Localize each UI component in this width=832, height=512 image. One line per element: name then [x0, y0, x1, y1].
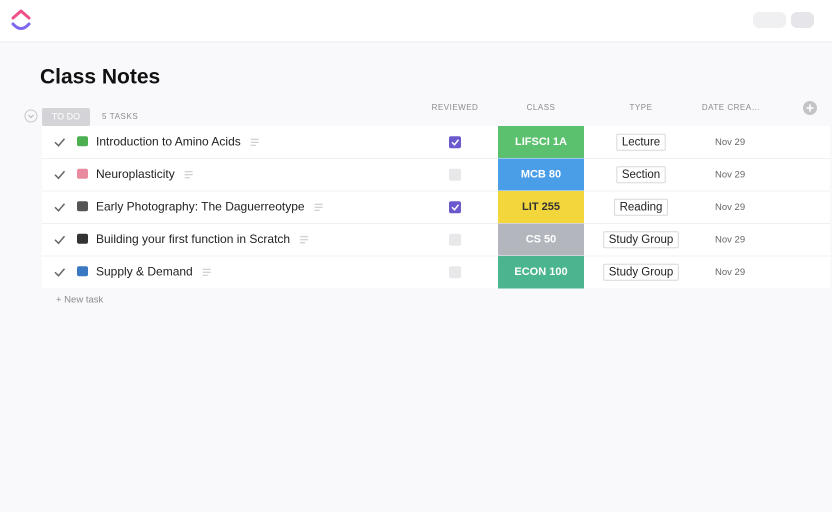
description-icon [184, 171, 193, 179]
done-check[interactable] [54, 235, 66, 245]
class-label: ECON 100 [514, 266, 567, 278]
type-box[interactable] [603, 231, 679, 249]
checkbox-tick [451, 204, 460, 211]
done-check[interactable] [54, 268, 66, 277]
task-name[interactable]: Neuroplasticity [96, 167, 175, 181]
column-header[interactable]: DATE CREA… [702, 103, 760, 112]
column-headers: REVIEWED CLASS TYPE DATE CREA… [432, 103, 760, 112]
task-name[interactable]: Early Photography: The Daguerreotype [96, 199, 305, 213]
done-check[interactable] [54, 203, 66, 212]
status-label: TO DO [52, 111, 80, 121]
done-check[interactable] [54, 138, 66, 147]
checkbox-tick [451, 139, 460, 146]
reviewed-checkbox[interactable] [449, 233, 461, 246]
description-icon [202, 268, 211, 276]
task-name[interactable]: Building your first function in Scratch [96, 232, 290, 246]
status-pill[interactable] [42, 108, 90, 126]
class-cell[interactable] [498, 191, 584, 224]
top-button[interactable] [753, 12, 786, 28]
description-icon [250, 138, 259, 146]
task-count: 5 TASKS [102, 112, 138, 121]
task-icon [77, 266, 88, 277]
task-rows: Introduction to Amino Acids LIFSCI 1A Lect… [42, 126, 830, 289]
date-created: Nov 29 [715, 267, 745, 278]
task-icon [77, 136, 88, 147]
class-label: LIFSCI 1A [515, 136, 567, 148]
date-created: Nov 29 [715, 137, 745, 148]
new-task[interactable]: + New task [56, 295, 104, 306]
class-label: MCB 80 [521, 169, 561, 181]
task-icon [77, 233, 88, 244]
description-icon [300, 236, 309, 244]
logo[interactable] [11, 9, 31, 30]
date-created: Nov 29 [715, 234, 745, 245]
reviewed-checkbox[interactable] [449, 266, 461, 279]
type-label: Reading [620, 201, 663, 213]
column-header[interactable]: REVIEWED [432, 103, 479, 112]
logo-top [11, 9, 31, 20]
top-bar [0, 0, 832, 42]
class-cell[interactable] [498, 126, 584, 159]
type-box[interactable] [616, 166, 666, 184]
reviewed-checkbox[interactable] [449, 168, 461, 181]
task-name[interactable]: Introduction to Amino Acids [96, 134, 241, 148]
logo-bottom [11, 22, 31, 30]
class-label: LIT 255 [522, 201, 560, 213]
column-header[interactable]: CLASS [527, 103, 556, 112]
task-icon [77, 168, 88, 179]
date-created: Nov 29 [715, 202, 745, 213]
column-header[interactable]: TYPE [630, 103, 653, 112]
class-cell[interactable] [498, 158, 584, 192]
task-icon [77, 201, 88, 212]
type-box[interactable] [616, 133, 666, 151]
class-cell[interactable] [498, 256, 584, 289]
plus [806, 104, 814, 112]
chevron [28, 114, 34, 119]
class-cell[interactable] [498, 223, 584, 257]
description-icon [314, 203, 323, 211]
reviewed-checkbox[interactable] [449, 201, 461, 214]
type-label: Study Group [609, 266, 674, 278]
top-button[interactable] [791, 12, 814, 28]
done-check[interactable] [54, 170, 66, 180]
class-label: CS 50 [526, 234, 557, 246]
type-box[interactable] [603, 263, 679, 281]
type-box[interactable] [614, 198, 668, 216]
task-name[interactable]: Supply & Demand [96, 264, 193, 278]
type-label: Section [622, 169, 660, 181]
collapse-toggle[interactable] [24, 109, 38, 123]
type-label: Lecture [622, 136, 660, 148]
task-panel [42, 126, 830, 288]
reviewed-checkbox[interactable] [449, 136, 461, 149]
page-title: Class Notes [40, 66, 160, 89]
date-created: Nov 29 [715, 169, 745, 180]
type-label: Study Group [609, 234, 674, 246]
